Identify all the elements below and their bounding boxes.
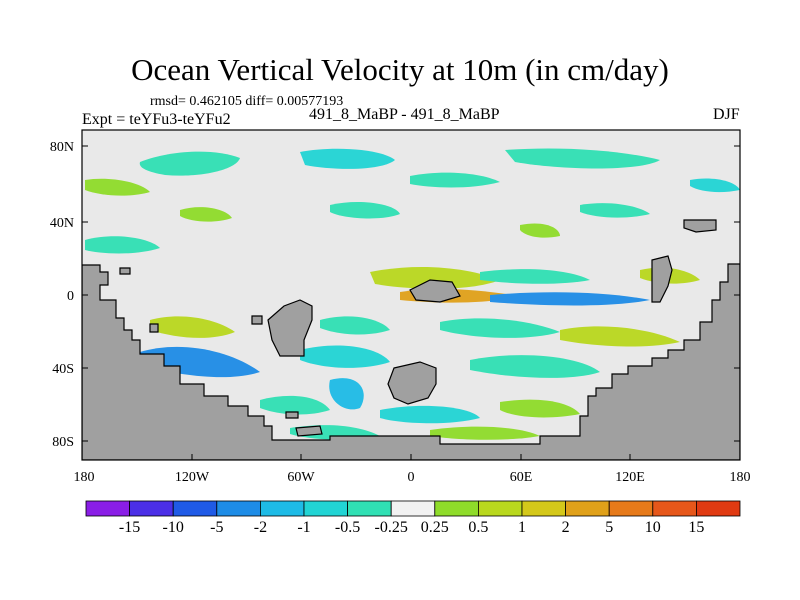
colorbar-label-8: 0.5 <box>468 519 488 536</box>
x-label-60E: 60E <box>510 470 533 485</box>
field-blob-north-6 <box>690 178 740 193</box>
x-label-120E: 120E <box>615 470 645 485</box>
season-label: DJF <box>713 106 740 123</box>
colorbar-swatch-4 <box>259 500 305 517</box>
field-blob-eq-3 <box>490 292 650 306</box>
land-west-block <box>267 299 313 357</box>
colorbar-label-0: -15 <box>119 519 140 536</box>
colorbar <box>85 500 741 517</box>
land-east-strip <box>651 255 673 303</box>
x-tick-labels: 180 120W 60W 0 60E 120E 180 <box>74 470 751 485</box>
y-label-40N: 40N <box>50 216 74 231</box>
y-tick-labels: 80N 40N 0 40S 80S <box>50 140 74 450</box>
field-blob-mid-3 <box>520 223 560 238</box>
experiment-label: Expt = teYFu3-teYFu2 <box>82 111 231 128</box>
field-blob-south-9 <box>260 395 330 415</box>
field-blob-mid-5 <box>85 236 160 254</box>
colorbar-label-12: 10 <box>645 519 661 536</box>
y-axis <box>82 145 740 442</box>
colorbar-swatch-9 <box>477 500 523 517</box>
field-blob-north-1 <box>139 151 240 176</box>
field-blob-south-7 <box>329 378 364 410</box>
land-masses <box>82 219 740 460</box>
colorbar-swatch-11 <box>565 500 610 517</box>
colorbar-swatch-10 <box>521 500 566 517</box>
x-label-180e: 180 <box>730 470 751 485</box>
colorbar-label-10: 2 <box>562 519 570 536</box>
land-west <box>82 263 740 460</box>
colorbar-label-7: 0.25 <box>421 519 449 536</box>
field-blob-south-10 <box>380 405 480 424</box>
land-south-small-2 <box>285 411 299 419</box>
land-south-block <box>387 361 437 405</box>
colorbar-swatch-13 <box>652 500 697 517</box>
rmsd-diff-stats: rmsd= 0.462105 diff= 0.00577193 <box>150 94 344 109</box>
y-label-40S: 40S <box>52 362 74 377</box>
colorbar-swatch-2 <box>172 500 218 517</box>
field-blob-south-13 <box>430 426 540 440</box>
y-label-80N: 80N <box>50 140 74 155</box>
land-west-small-2 <box>149 323 159 333</box>
colorbar-label-13: 15 <box>688 519 704 536</box>
colorbar-label-2: -5 <box>210 519 223 536</box>
field-blob-south-5 <box>440 318 560 338</box>
field-blob-north-5 <box>410 172 500 188</box>
field-blob-mid-1 <box>180 207 232 222</box>
y-label-80S: 80S <box>52 435 74 450</box>
colorbar-swatch-6 <box>347 500 392 517</box>
colorbar-swatch-14 <box>696 500 741 517</box>
field-blob-north-3 <box>505 148 660 169</box>
runs-label: 491_8_MaBP - 491_8_MaBP <box>309 106 500 123</box>
land-east-north <box>683 219 717 233</box>
chart-title: Ocean Vertical Velocity at 10m (in cm/da… <box>131 52 669 87</box>
colorbar-swatch-5 <box>303 500 348 517</box>
colorbar-swatch-7 <box>390 500 436 517</box>
field-blob-south-8 <box>470 355 600 378</box>
field-blob-south-6 <box>560 326 680 347</box>
x-label-120W: 120W <box>175 470 210 485</box>
colorbar-label-6: -0.25 <box>375 519 408 536</box>
field-blob-north-2 <box>300 148 395 169</box>
field-blob-mid-2 <box>330 201 400 219</box>
x-axis <box>81 454 741 460</box>
land-south-small-3 <box>251 315 263 325</box>
field-blob-south-4 <box>300 345 390 368</box>
colorbar-label-5: -0.5 <box>335 519 360 536</box>
field-blob-south-1 <box>150 316 235 338</box>
field-blob-south-3 <box>320 316 390 335</box>
colorbar-label-4: -1 <box>297 519 310 536</box>
colorbar-swatch-12 <box>608 500 654 517</box>
field-blob-south-11 <box>500 399 580 418</box>
x-label-180w: 180 <box>74 470 95 485</box>
colorbar-label-1: -10 <box>163 519 184 536</box>
colorbar-swatch-1 <box>129 500 174 517</box>
field-blob-eq-4 <box>480 269 590 284</box>
y-label-0: 0 <box>67 289 74 304</box>
land-west-small-1 <box>119 267 131 275</box>
field-blob-north-4 <box>85 178 150 196</box>
x-label-0: 0 <box>408 470 415 485</box>
colorbar-label-11: 5 <box>605 519 613 536</box>
land-south-small <box>295 425 323 437</box>
colorbar-label-3: -2 <box>254 519 267 536</box>
colorbar-labels: -15 -10 -5 -2 -1 -0.5 -0.25 0.25 0.5 1 2 5 10 15 <box>119 519 704 536</box>
x-label-60W: 60W <box>287 470 315 485</box>
colorbar-swatch-3 <box>216 500 261 517</box>
colorbar-swatch-0 <box>85 500 130 517</box>
field-blob-eq-1 <box>370 266 500 289</box>
colorbar-swatch-8 <box>434 500 479 517</box>
field-blob-mid-4 <box>580 203 650 218</box>
land-center-island <box>409 279 461 303</box>
colorbar-label-9: 1 <box>518 519 526 536</box>
